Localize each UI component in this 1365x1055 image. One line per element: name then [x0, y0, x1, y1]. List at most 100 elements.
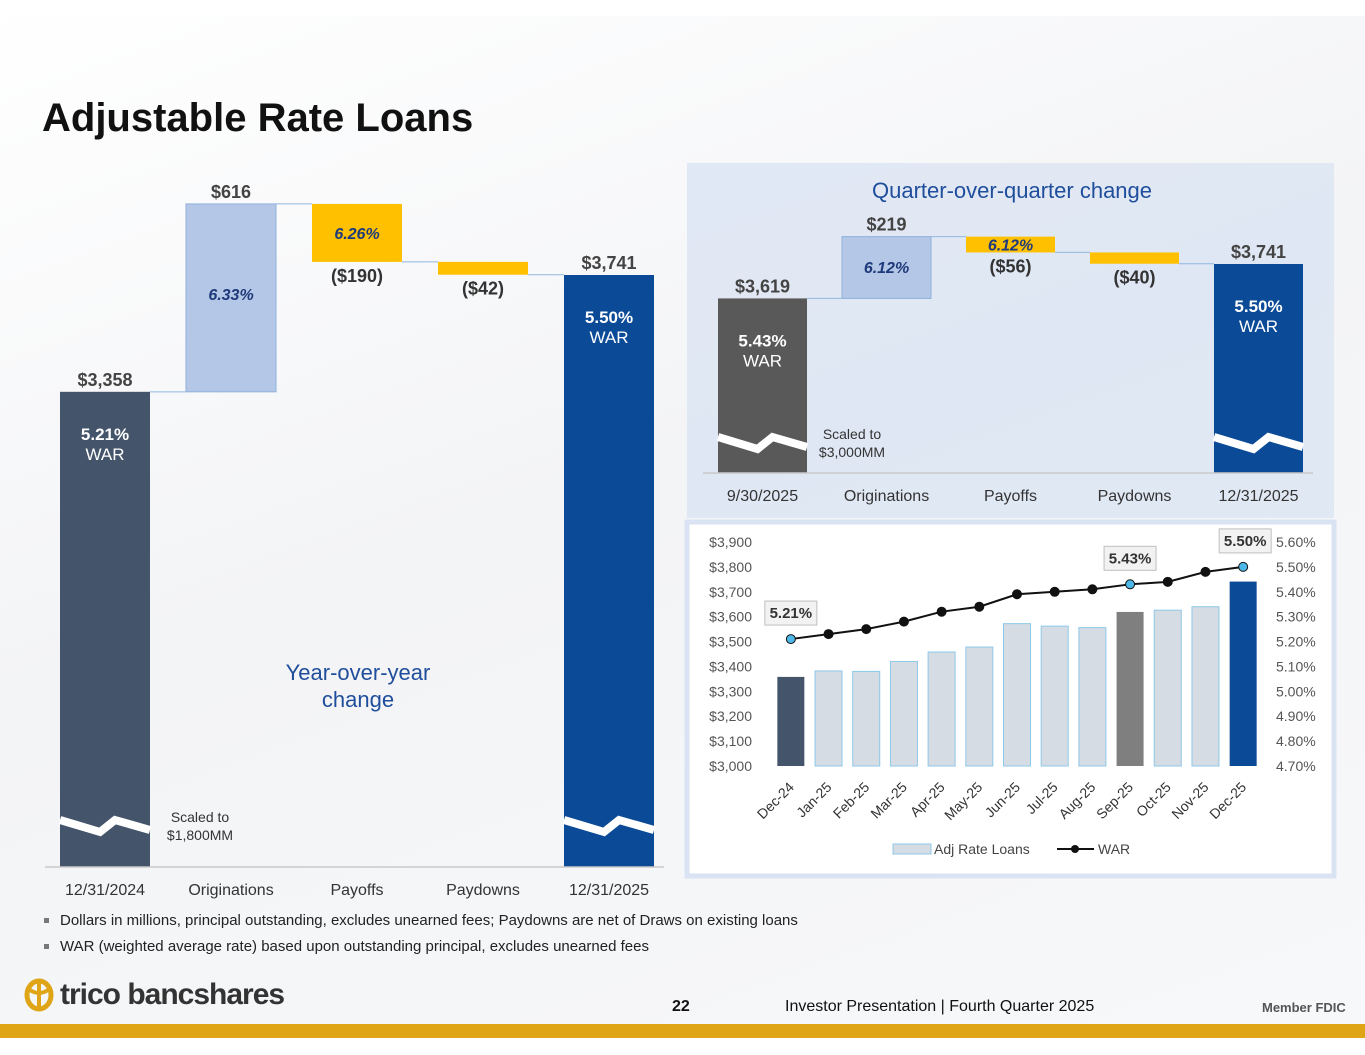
rate-label-2: 6.12% — [988, 238, 1033, 255]
value-label-0: $3,619 — [735, 276, 790, 296]
war-label-0: WAR — [85, 445, 124, 464]
footer-bar — [0, 1024, 1365, 1038]
waterfall-bar-0 — [60, 391, 150, 867]
value-label-4: $3,741 — [1231, 242, 1286, 262]
waterfall-bar-1 — [185, 203, 277, 393]
value-label-2: ($190) — [331, 266, 383, 286]
war-point-7 — [1049, 586, 1060, 597]
footer-bottom — [0, 1038, 1365, 1055]
logo-mark-icon — [24, 978, 54, 1012]
callout-box-2 — [1218, 528, 1272, 554]
rate-label-1: 6.12% — [864, 260, 909, 277]
war-point-2 — [861, 624, 872, 635]
company-logo: trico bancshares — [24, 978, 285, 1012]
loan-bar-3 — [889, 660, 918, 767]
rate-label-1: 6.33% — [208, 287, 253, 304]
scale-break-0 — [716, 432, 809, 454]
footnote-2: WAR (weighted average rate) based upon o… — [42, 938, 798, 955]
loan-bar-12 — [1229, 581, 1257, 766]
category-label-4: 12/31/2025 — [1218, 488, 1298, 505]
legend-label-line: WAR — [1098, 841, 1130, 857]
yoy-title-line2: change — [322, 687, 394, 712]
war-label-0: WAR — [743, 351, 782, 370]
left-tick-3: $3,600 — [709, 609, 752, 625]
loan-bar-0 — [777, 676, 805, 766]
right-tick-9: 4.70% — [1276, 758, 1316, 774]
qoq-title: Quarter-over-quarter change — [872, 178, 1152, 203]
scale-break-4 — [1212, 432, 1305, 454]
war-point-1 — [823, 629, 834, 640]
war-point-11 — [1200, 566, 1211, 577]
page-number: 22 — [672, 998, 690, 1015]
right-tick-2: 5.40% — [1276, 584, 1316, 600]
left-tick-7: $3,200 — [709, 708, 752, 724]
loan-bar-5 — [965, 646, 994, 767]
war-label-4: WAR — [589, 328, 628, 347]
scale-break-0 — [58, 815, 152, 837]
footnotes: Dollars in millions, principal outstandi… — [42, 912, 798, 964]
scale-note-line2: $3,000MM — [819, 444, 885, 460]
loan-bar-11 — [1191, 606, 1220, 767]
left-tick-9: $3,000 — [709, 758, 752, 774]
rate-label-0: 5.21% — [81, 425, 129, 444]
rate-label-2: 6.26% — [334, 226, 379, 243]
yoy-title-line1: Year-over-year — [286, 660, 431, 685]
right-tick-0: 5.60% — [1276, 534, 1316, 550]
callout-label-0: 5.21% — [770, 605, 813, 622]
footnote-1: Dollars in millions, principal outstandi… — [42, 912, 798, 929]
value-label-2: ($56) — [989, 256, 1031, 276]
value-label-3: ($40) — [1113, 268, 1155, 288]
legend-label-bars: Adj Rate Loans — [934, 841, 1030, 857]
waterfall-bar-2 — [966, 236, 1055, 253]
loan-bar-4 — [927, 651, 956, 767]
scale-note-line2: $1,800MM — [167, 827, 233, 843]
left-tick-4: $3,500 — [709, 634, 752, 650]
category-label-2: Payoffs — [330, 882, 383, 899]
loan-bar-8 — [1078, 627, 1107, 767]
right-tick-1: 5.50% — [1276, 559, 1316, 575]
callout-label-1: 5.43% — [1109, 550, 1152, 567]
scale-note-line1: Scaled to — [823, 426, 882, 442]
legend-swatch-bars — [892, 843, 932, 855]
category-label-0: 9/30/2025 — [727, 488, 798, 505]
war-point-9 — [1125, 579, 1136, 590]
left-tick-8: $3,100 — [709, 733, 752, 749]
left-tick-1: $3,800 — [709, 559, 752, 575]
right-tick-6: 5.00% — [1276, 683, 1316, 699]
waterfall-bar-1 — [841, 236, 932, 299]
member-fdic: Member FDIC — [1262, 1000, 1346, 1015]
value-label-1: $616 — [211, 182, 251, 202]
war-point-3 — [898, 616, 909, 627]
category-label-3: Paydowns — [1098, 488, 1172, 505]
waterfall-bar-3 — [1090, 252, 1179, 264]
rate-label-4: 5.50% — [585, 308, 633, 327]
right-tick-8: 4.80% — [1276, 733, 1316, 749]
value-label-4: $3,741 — [581, 253, 636, 273]
logo-text: trico bancshares — [60, 978, 285, 1011]
loan-bar-1 — [814, 670, 843, 767]
rate-label-4: 5.50% — [1234, 297, 1282, 316]
deck-title: Investor Presentation | Fourth Quarter 2… — [785, 998, 1095, 1015]
category-label-1: Originations — [844, 488, 929, 505]
value-label-3: ($42) — [462, 279, 504, 299]
loan-bar-6 — [1003, 623, 1031, 767]
scale-break-4 — [562, 815, 656, 837]
waterfall-bar-3 — [438, 261, 528, 275]
value-label-1: $219 — [866, 215, 906, 235]
loan-bar-2 — [852, 670, 881, 767]
war-point-8 — [1087, 584, 1098, 595]
loan-bar-9 — [1116, 611, 1144, 766]
callout-box-1 — [1103, 545, 1157, 571]
category-label-3: Paydowns — [446, 882, 520, 899]
war-label-4: WAR — [1239, 317, 1278, 336]
legend-swatch-point — [1071, 845, 1079, 853]
left-tick-2: $3,700 — [709, 584, 752, 600]
loan-bar-7 — [1040, 625, 1069, 767]
waterfall-bar-2 — [312, 203, 402, 262]
category-label-1: Originations — [188, 882, 273, 899]
left-tick-5: $3,400 — [709, 658, 752, 674]
left-tick-6: $3,300 — [709, 683, 752, 699]
left-tick-0: $3,900 — [709, 534, 752, 550]
